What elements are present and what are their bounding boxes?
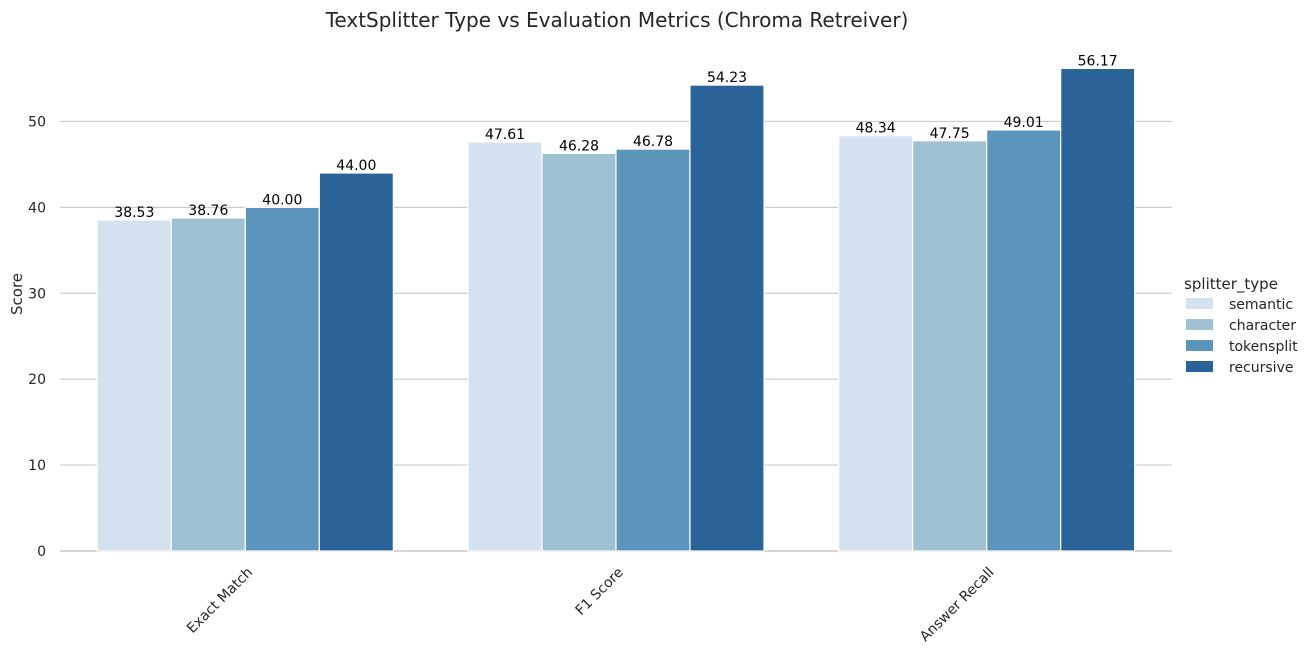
y-axis-label: Score [8,273,26,315]
bar-value-label: 48.34 [856,121,896,137]
x-ticks: Exact Match F1 Score Answer Recall [184,565,998,645]
bar-semantic-3 [838,135,914,552]
bars [96,67,1136,552]
legend-swatch [1186,361,1213,372]
bar-value-label: 47.75 [930,126,970,142]
x-tick-label: F1 Score [573,565,627,619]
bar-character-1 [170,217,246,552]
bar-value-label: 47.61 [485,127,525,143]
chart-title: TextSplitter Type vs Evaluation Metrics … [325,8,909,32]
y-tick-label: 30 [28,286,46,302]
bar-tokensplit-2 [615,148,691,552]
legend-swatch [1186,298,1213,309]
bar-value-label: 44.00 [336,158,376,174]
bar-value-label: 46.78 [633,134,673,150]
legend-item-label: tokensplit [1229,339,1298,355]
legend: splitter_type semantic character tokenspli… [1184,275,1298,376]
y-tick-label: 40 [28,200,46,216]
legend-item-label: semantic [1229,297,1293,313]
bar-recursive-1 [318,172,394,552]
y-tick-label: 0 [37,544,46,560]
bar-value-label: 38.76 [188,203,228,219]
legend-swatch [1186,340,1213,351]
bar-semantic-2 [467,141,543,552]
bar-value-label: 38.53 [114,205,154,221]
legend-item-label: character [1229,318,1296,334]
bar-value-label: 49.01 [1004,115,1044,131]
bar-recursive-2 [689,84,765,552]
legend-item-label: recursive [1229,360,1293,376]
bar-character-3 [912,140,988,552]
bar-value-label: 54.23 [707,70,747,86]
x-tick-label: Exact Match [184,565,256,637]
y-tick-label: 10 [28,458,46,474]
y-ticks: 0 10 20 30 40 50 [28,114,46,560]
x-tick-label: Answer Recall [917,565,997,645]
bar-value-label: 56.17 [1078,53,1118,69]
legend-swatch [1186,319,1213,330]
bar-recursive-3 [1060,67,1136,552]
legend-title: splitter_type [1184,275,1278,294]
y-tick-label: 20 [28,372,46,388]
y-tick-label: 50 [28,114,46,130]
bar-semantic-1 [96,219,172,552]
bar-character-2 [541,152,617,552]
value-labels: 38.53 38.76 40.00 44.00 47.61 46.28 46.78 54.23… [114,53,1117,221]
bar-value-label: 46.28 [559,138,599,154]
bar-tokensplit-1 [244,206,320,552]
bar-value-label: 40.00 [262,192,302,208]
bar-tokensplit-3 [986,129,1062,552]
